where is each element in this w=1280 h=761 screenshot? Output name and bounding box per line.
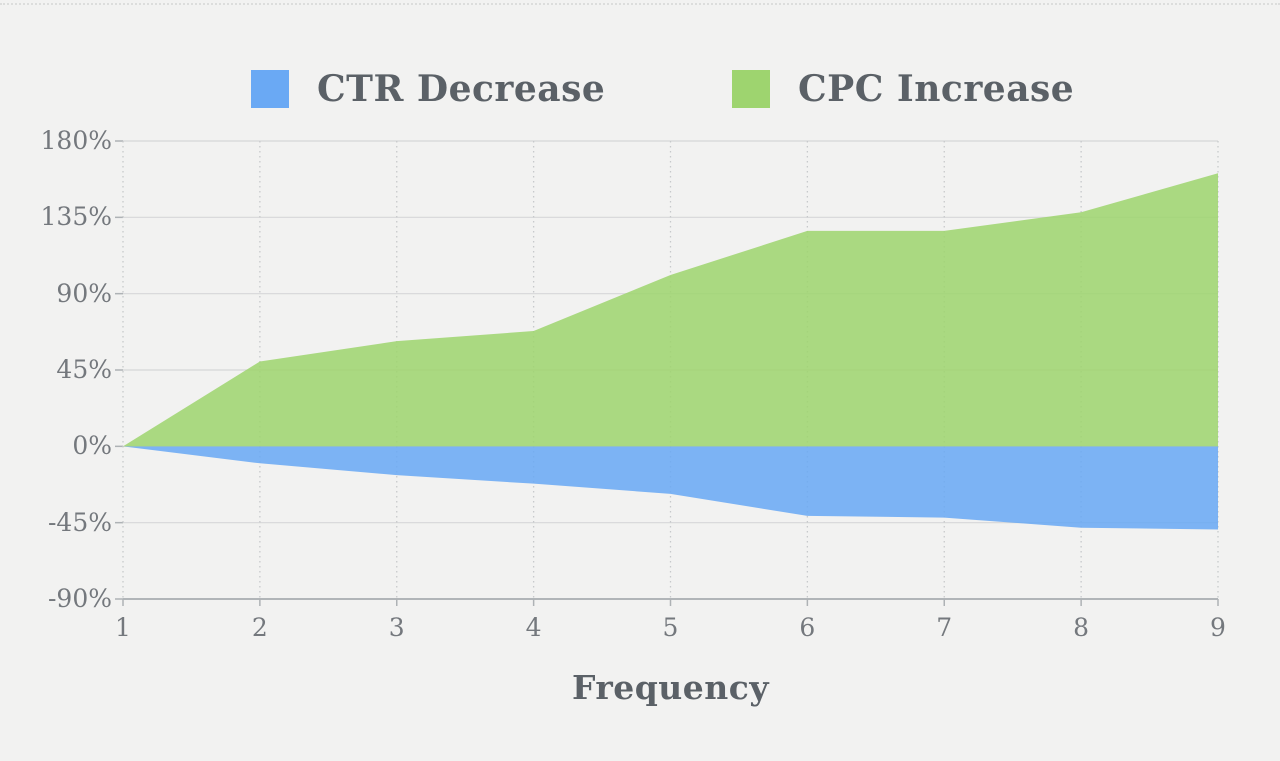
- x-axis-tick-label: 7: [936, 613, 953, 642]
- area-series-ctr-decrease: [123, 446, 1218, 530]
- legend-item-cpc-increase: CPC Increase: [732, 68, 1075, 110]
- x-axis-tick-label: 2: [251, 613, 268, 642]
- y-axis-tick-label: -90%: [47, 584, 112, 613]
- legend-swatch-ctr-decrease: [251, 70, 289, 108]
- legend-item-ctr-decrease: CTR Decrease: [251, 68, 606, 110]
- x-axis-tick-label: 1: [115, 613, 131, 642]
- x-axis-tick-label: 8: [1073, 613, 1090, 642]
- x-axis-tick-label: 3: [388, 613, 405, 642]
- y-axis-tick-label: -45%: [47, 507, 112, 537]
- x-axis-tick-label: 9: [1210, 613, 1226, 642]
- area-chart-svg: [115, 140, 1219, 606]
- x-axis-tick-label: 4: [525, 613, 542, 642]
- x-axis-title: Frequency: [571, 668, 770, 707]
- y-axis-tick-label: 45%: [56, 355, 112, 384]
- legend-label-ctr-decrease: CTR Decrease: [317, 68, 606, 110]
- y-axis-tick-label: 90%: [56, 278, 112, 308]
- top-dotted-divider: [0, 3, 1280, 5]
- x-axis-tick-label: 6: [799, 613, 816, 642]
- y-axis-tick-label: 180%: [40, 126, 112, 155]
- area-series-cpc-increase: [123, 173, 1218, 447]
- legend-label-cpc-increase: CPC Increase: [798, 68, 1075, 110]
- y-axis-tick-label: 0%: [72, 431, 112, 461]
- x-axis-tick-label: 5: [662, 613, 679, 642]
- y-axis-tick-label: 135%: [40, 202, 112, 232]
- plot-area: [115, 140, 1219, 606]
- legend-swatch-cpc-increase: [732, 70, 770, 108]
